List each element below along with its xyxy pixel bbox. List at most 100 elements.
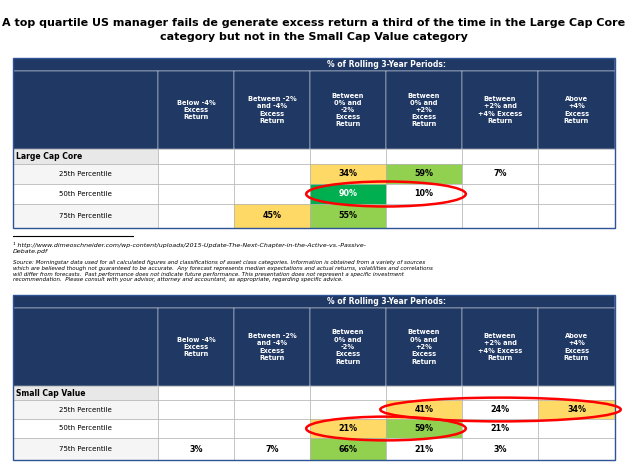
Bar [158,149,234,164]
Bar [234,438,310,460]
Text: Large Cap Core: Large Cap Core [16,152,82,161]
Text: 66%: 66% [338,444,357,454]
Text: A top quartile US manager fails de generate excess return a third of the time in: A top quartile US manager fails de gener… [3,18,625,28]
Bar [310,71,386,149]
Bar [158,438,234,460]
Bar [462,71,538,149]
Bar [462,400,538,419]
Text: 59%: 59% [414,170,433,178]
Bar [234,308,310,386]
Bar [234,184,310,204]
Bar [386,71,462,149]
Text: Between
+2% and
+4% Excess
Return: Between +2% and +4% Excess Return [478,96,522,124]
Text: 7%: 7% [493,170,507,178]
Bar [13,58,615,71]
Text: Between
0% and
+2%
Excess
Return: Between 0% and +2% Excess Return [408,329,440,365]
Bar [538,204,615,228]
Text: Between
0% and
+2%
Excess
Return: Between 0% and +2% Excess Return [408,92,440,128]
Text: Small Cap Value: Small Cap Value [16,389,85,397]
Text: Above
+4%
Excess
Return: Above +4% Excess Return [564,333,589,361]
Text: 41%: 41% [414,405,433,414]
Bar [386,386,462,400]
Bar [386,204,462,228]
Bar [13,204,158,228]
Bar [386,149,462,164]
Bar [158,71,234,149]
Bar [158,419,234,438]
Text: Between -2%
and -4%
Excess
Return: Between -2% and -4% Excess Return [247,333,296,361]
Bar [462,308,538,386]
Bar [386,400,462,419]
Bar [386,308,462,386]
Bar [462,419,538,438]
Text: ¹ http://www.dimeoschneider.com/wp-content/uploads/2015-Update-The-Next-Chapter-: ¹ http://www.dimeoschneider.com/wp-conte… [13,242,366,254]
Text: 25th Percentile: 25th Percentile [59,171,112,177]
Bar [310,308,386,386]
Text: 45%: 45% [263,212,281,220]
Text: Below -4%
Excess
Return: Below -4% Excess Return [176,100,215,120]
Bar [13,184,158,204]
Bar [310,204,386,228]
Text: 25th Percentile: 25th Percentile [59,407,112,413]
Text: 59%: 59% [414,424,433,433]
Bar [462,164,538,184]
Bar [310,149,386,164]
Bar [13,438,158,460]
Text: 50th Percentile: 50th Percentile [59,191,112,197]
Bar [538,400,615,419]
Text: 10%: 10% [414,189,433,199]
Bar [386,419,462,438]
Bar [13,71,158,149]
Bar [462,386,538,400]
Bar [538,386,615,400]
Bar [538,184,615,204]
Bar [13,295,615,460]
Bar [538,164,615,184]
Bar [13,386,158,400]
Text: 34%: 34% [567,405,586,414]
Text: 34%: 34% [338,170,357,178]
Bar [13,149,158,164]
Text: 24%: 24% [490,405,509,414]
Bar [538,71,615,149]
Text: 75th Percentile: 75th Percentile [59,446,112,452]
Text: Above
+4%
Excess
Return: Above +4% Excess Return [564,96,589,124]
Bar [462,149,538,164]
Text: Between
+2% and
+4% Excess
Return: Between +2% and +4% Excess Return [478,333,522,361]
Bar [538,308,615,386]
Bar [386,438,462,460]
Text: 75th Percentile: 75th Percentile [59,213,112,219]
Bar [386,164,462,184]
Bar [13,400,158,419]
Bar [13,58,615,228]
Bar [158,184,234,204]
Text: category but not in the Small Cap Value category: category but not in the Small Cap Value … [160,32,468,42]
Bar [158,164,234,184]
Text: 21%: 21% [490,424,509,433]
Bar [234,419,310,438]
Bar [310,386,386,400]
Text: 3%: 3% [189,444,203,454]
Text: 55%: 55% [338,212,357,220]
Bar [310,400,386,419]
Bar [462,204,538,228]
Text: Between
0% and
-2%
Excess
Return: Between 0% and -2% Excess Return [332,92,364,128]
Bar [310,164,386,184]
Text: % of Rolling 3-Year Periods:: % of Rolling 3-Year Periods: [327,297,446,306]
Bar [234,164,310,184]
Text: 50th Percentile: 50th Percentile [59,426,112,432]
Text: 7%: 7% [265,444,279,454]
Bar [386,184,462,204]
Text: Below -4%
Excess
Return: Below -4% Excess Return [176,337,215,357]
Bar [13,164,158,184]
Bar [234,71,310,149]
Bar [310,419,386,438]
Bar [13,295,615,308]
Bar [158,400,234,419]
Text: 21%: 21% [338,424,357,433]
Bar [538,149,615,164]
Bar [234,400,310,419]
Text: Source: Morningstar data used for all calculated figures and classifications of : Source: Morningstar data used for all ca… [13,260,433,282]
Bar [234,386,310,400]
Text: 3%: 3% [493,444,507,454]
